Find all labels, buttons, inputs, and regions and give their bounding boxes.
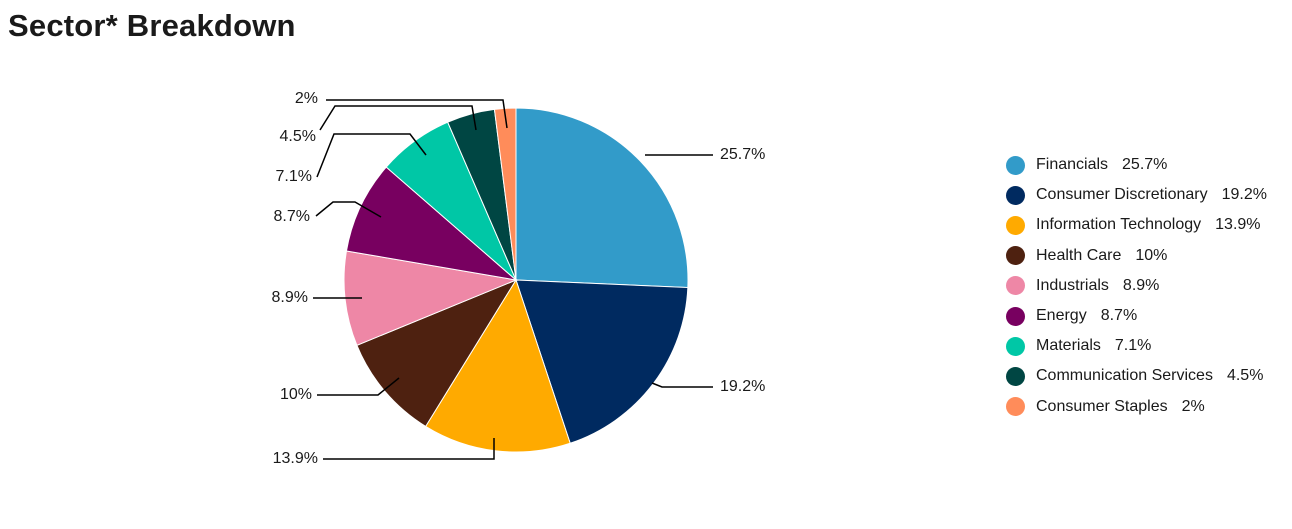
legend-value: 2% bbox=[1181, 397, 1205, 415]
legend-item: Materials 7.1% bbox=[1006, 331, 1267, 361]
legend-value: 7.1% bbox=[1114, 337, 1152, 355]
legend-item: Industrials 8.9% bbox=[1006, 271, 1267, 301]
legend-value: 25.7% bbox=[1122, 156, 1168, 174]
leader-line bbox=[315, 201, 382, 218]
leader-line bbox=[317, 377, 400, 396]
legend-value: 13.9% bbox=[1215, 216, 1261, 234]
legend-label: Materials bbox=[1036, 337, 1101, 355]
leader-line bbox=[319, 105, 477, 131]
leader-line bbox=[326, 99, 508, 129]
legend-label: Consumer Staples bbox=[1036, 397, 1168, 415]
pie-slice-energy bbox=[345, 166, 518, 281]
pie-slice-consumer-staples bbox=[493, 107, 517, 281]
legend-item: Communication Services 4.5% bbox=[1006, 361, 1267, 391]
pie-slice-health-care bbox=[356, 278, 518, 428]
legend-swatch bbox=[1006, 306, 1025, 326]
legend-label: Health Care bbox=[1036, 246, 1122, 264]
legend-value: 4.5% bbox=[1226, 367, 1264, 385]
data-label: 10% bbox=[280, 386, 312, 403]
legend: Financials 25.7% Consumer Discretionary 19.… bbox=[1006, 150, 1267, 422]
legend-label: Information Technology bbox=[1036, 216, 1202, 234]
legend-swatch bbox=[1006, 246, 1025, 266]
pie-slice-information-technology bbox=[424, 278, 571, 453]
legend-label: Financials bbox=[1036, 156, 1109, 174]
legend-value: 8.7% bbox=[1100, 307, 1138, 325]
legend-item: Financials 25.7% bbox=[1006, 150, 1267, 180]
legend-swatch bbox=[1006, 397, 1025, 417]
legend-item: Energy 8.7% bbox=[1006, 301, 1267, 331]
legend-label: Communication Services bbox=[1036, 367, 1213, 385]
data-label: 8.7% bbox=[274, 208, 310, 225]
legend-swatch bbox=[1006, 155, 1025, 175]
data-label: 7.1% bbox=[276, 168, 312, 185]
data-label: 4.5% bbox=[280, 128, 316, 145]
legend-item: Consumer Staples 2% bbox=[1006, 392, 1267, 422]
legend-swatch bbox=[1006, 366, 1025, 386]
legend-value: 19.2% bbox=[1221, 186, 1267, 204]
label-leader-lines bbox=[313, 99, 713, 460]
page-title: Sector* Breakdown bbox=[8, 8, 296, 43]
data-label: 8.9% bbox=[272, 289, 308, 306]
legend-label: Energy bbox=[1036, 307, 1087, 325]
legend-label: Industrials bbox=[1036, 276, 1109, 294]
data-label: 25.7% bbox=[720, 146, 765, 163]
pie-slice-financials bbox=[515, 107, 689, 289]
legend-swatch bbox=[1006, 276, 1025, 296]
legend-item: Health Care 10% bbox=[1006, 241, 1267, 271]
data-label: 19.2% bbox=[720, 378, 765, 395]
leader-line bbox=[651, 382, 713, 388]
pie-slices bbox=[343, 107, 689, 453]
data-label: 13.9% bbox=[273, 450, 318, 467]
legend-swatch bbox=[1006, 336, 1025, 356]
legend-item: Information Technology 13.9% bbox=[1006, 210, 1267, 240]
leader-line bbox=[323, 438, 495, 460]
legend-item: Consumer Discretionary 19.2% bbox=[1006, 180, 1267, 210]
legend-swatch bbox=[1006, 215, 1025, 235]
data-label: 2% bbox=[295, 90, 318, 107]
leader-line bbox=[316, 133, 427, 178]
pie-slice-industrials bbox=[343, 250, 518, 346]
legend-value: 8.9% bbox=[1122, 276, 1160, 294]
data-labels: 25.7% 19.2% 13.9% 10% 8.9% 8.7% 7.1% 4.5% 2% bbox=[272, 90, 766, 467]
legend-label: Consumer Discretionary bbox=[1036, 186, 1208, 204]
legend-value: 10% bbox=[1135, 246, 1168, 264]
legend-swatch bbox=[1006, 185, 1025, 205]
